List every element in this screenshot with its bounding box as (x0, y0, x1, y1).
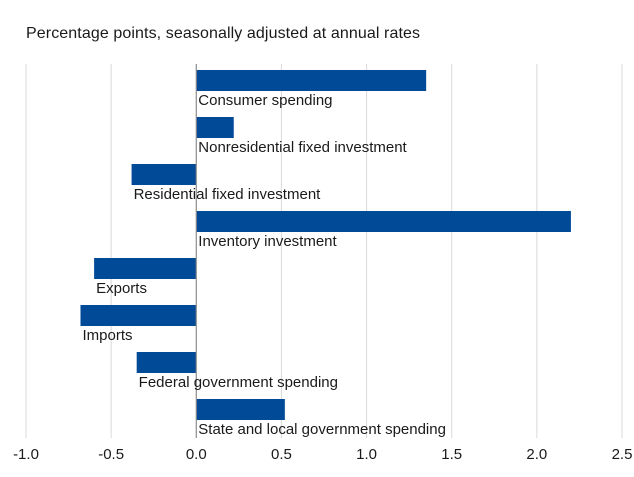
bar-label: Inventory investment (198, 233, 337, 250)
gridlines (25, 64, 623, 438)
bar (131, 164, 197, 185)
bar (196, 117, 234, 138)
x-axis-ticks: -1.0 -0.5 0.0 0.5 1.0 1.5 2.0 2.5 (13, 446, 632, 463)
bar-label: Consumer spending (198, 92, 332, 109)
x-tick-label: 2.0 (526, 446, 547, 463)
bar-label: Nonresidential fixed investment (198, 139, 407, 156)
bar (196, 70, 427, 91)
x-tick-label: 0.0 (186, 446, 207, 463)
bar (196, 211, 571, 232)
bar-labels: Consumer spending Nonresidential fixed in… (82, 92, 445, 438)
bar-label: Federal government spending (139, 374, 338, 391)
bar-label: Exports (96, 280, 147, 297)
bar-label: Imports (82, 327, 132, 344)
bar (196, 399, 285, 420)
x-tick-label: -0.5 (98, 446, 124, 463)
bars (80, 70, 571, 420)
bar (80, 305, 197, 326)
bar-label: State and local government spending (198, 421, 446, 438)
x-tick-label: 1.0 (356, 446, 377, 463)
x-tick-label: -1.0 (13, 446, 39, 463)
x-tick-label: 1.5 (441, 446, 462, 463)
bar (136, 352, 197, 373)
bar (94, 258, 197, 279)
chart-subtitle: Percentage points, seasonally adjusted a… (26, 25, 421, 42)
x-tick-label: 0.5 (271, 446, 292, 463)
x-tick-label: 2.5 (612, 446, 633, 463)
bar-label: Residential fixed investment (134, 186, 322, 203)
